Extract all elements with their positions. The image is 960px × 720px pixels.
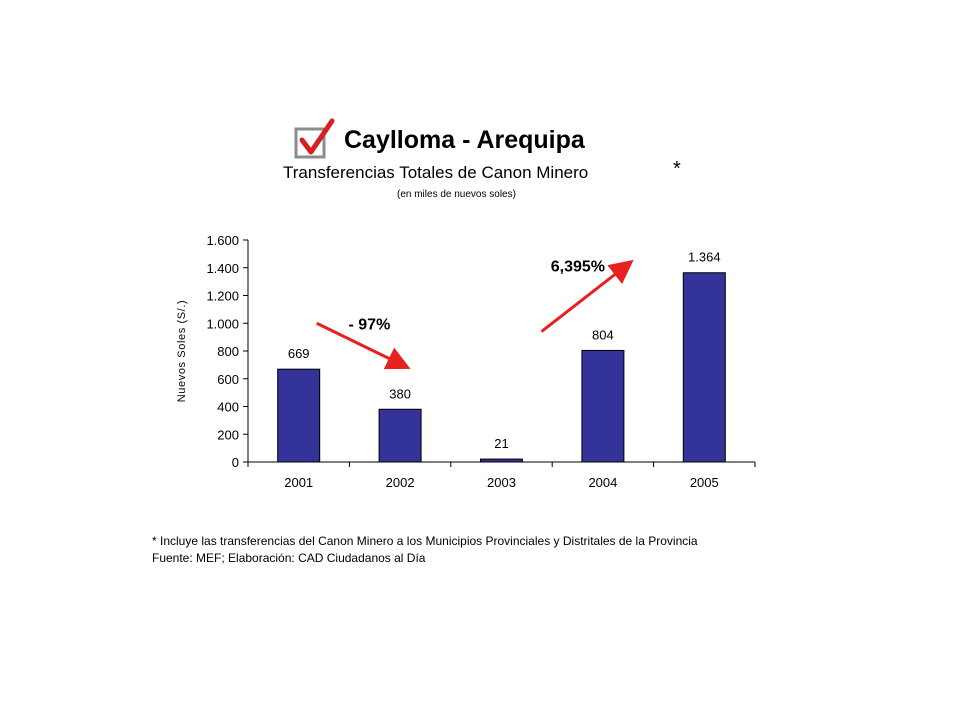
data-label-2003: 21 (494, 436, 508, 451)
x-tick-label-2004: 2004 (588, 475, 617, 490)
y-tick-label: 400 (217, 400, 239, 415)
bar-2005 (682, 272, 726, 463)
y-tick-label: 800 (217, 344, 239, 359)
x-tick-label-2005: 2005 (690, 475, 719, 490)
x-tick-label-2001: 2001 (284, 475, 313, 490)
y-tick-label: 0 (232, 455, 239, 470)
chart-subtitle: Transferencias Totales de Canon Minero (283, 163, 589, 182)
x-tick-label-2003: 2003 (487, 475, 516, 490)
unit-note: (en miles de nuevos soles) (397, 189, 516, 200)
bar-2001 (277, 368, 321, 463)
y-tick-label: 1.200 (206, 289, 239, 304)
checkbox-check-icon (294, 118, 335, 159)
y-tick-label: 600 (217, 372, 239, 387)
y-tick-label: 1.400 (206, 261, 239, 276)
data-label-2005: 1.364 (688, 250, 721, 265)
x-tick-label-2002: 2002 (386, 475, 415, 490)
bar-2002 (378, 408, 422, 463)
annotation-decrease: - 97% (349, 316, 391, 333)
bar-2003 (480, 458, 523, 463)
y-tick-label: 1.600 (206, 233, 239, 248)
chart-title: Caylloma - Arequipa (344, 126, 585, 154)
y-axis-label: Nuevos Soles (S/.) (176, 300, 188, 403)
data-label-2004: 804 (592, 327, 614, 342)
data-label-2001: 669 (288, 346, 310, 361)
trend-arrow-up (540, 259, 634, 333)
subtitle-asterisk: * (673, 158, 681, 180)
bar-2004 (581, 349, 625, 463)
footnote: * Incluye las transferencias del Canon M… (152, 534, 698, 548)
source-note: Fuente: MEF; Elaboración: CAD Ciudadanos… (152, 551, 426, 565)
data-label-2002: 380 (389, 386, 411, 401)
annotation-increase: 6,395% (551, 259, 605, 276)
y-tick-label: 1.000 (206, 316, 239, 331)
y-tick-label: 200 (217, 427, 239, 442)
trend-arrow-down (316, 321, 411, 370)
